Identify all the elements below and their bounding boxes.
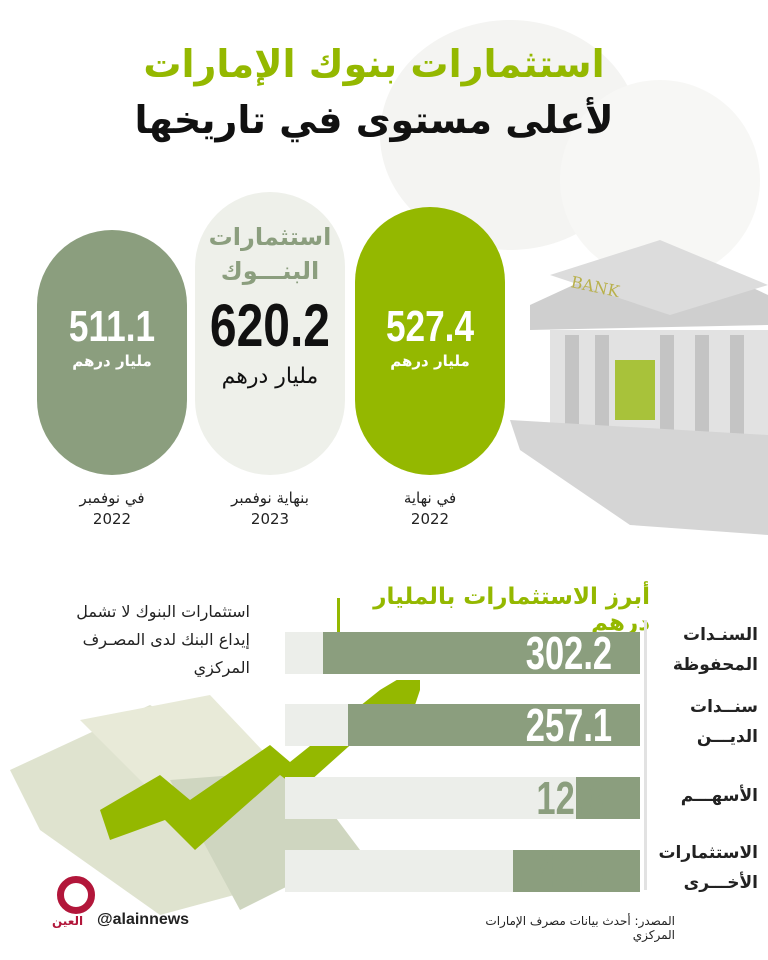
caption: في نهاية 2022 [403,489,457,528]
source-note: المصدر: أحدث بيانات مصرف الإمارات المركز… [485,914,675,942]
value: 511.1 [68,302,156,351]
alain-logo [57,876,95,914]
unit: مليار درهم [72,352,152,370]
value: 620.2 [209,292,330,359]
data-label: 12.3 [536,772,604,824]
bar-track: 257.1 [285,700,640,750]
value: 527.4 [385,302,475,351]
bar [347,704,640,746]
data-label: 48.5 [536,845,604,897]
caption: في نوفمبر 2022 [79,489,145,528]
caption: بنهاية نوفمبر 2023 [231,489,309,528]
bank-building-image: BANK [510,240,768,535]
title-line2: لأعلى مستوى في تاريخها [134,98,614,142]
bar [513,850,640,892]
unit: مليار درهم [390,352,470,370]
chart-title: أبرز الاستثمارات بالمليار درهم [373,584,650,636]
data-label: 302.2 [525,627,612,679]
social-handle: @alainnews [97,911,190,928]
category-label: سنــدات الديـــن [689,697,758,747]
heading: استثمارات [208,223,332,251]
logo-text: العين [52,914,84,928]
bar-track: 302.2 [285,628,640,678]
bar [323,632,640,674]
data-label: 257.1 [525,699,612,751]
heading: البنـــوك [220,257,320,285]
note: استثمارات البنوك لا تشمل إيداع البنك لدى … [76,602,250,677]
category-label: الاستثمارات الأخـــرى [658,843,758,893]
category-label: الأسهـــم [680,786,758,806]
title-line1: استثمارات بنوك الإمارات [143,42,605,86]
unit: مليار درهم [221,364,319,389]
bar [576,777,640,819]
chart-axis [644,620,647,890]
pill-nov-2022: 511.1 مليار درهم [37,230,187,475]
pill-end-2022: 527.4 مليار درهم [355,207,505,475]
bar-track: 48.5 [285,846,640,896]
category-label: السنـدات المحفوظة [672,625,758,675]
bar-track: 12.3 [285,773,640,823]
pill-nov-2023: استثمارات البنـــوك 620.2 مليار درهم [195,192,345,475]
